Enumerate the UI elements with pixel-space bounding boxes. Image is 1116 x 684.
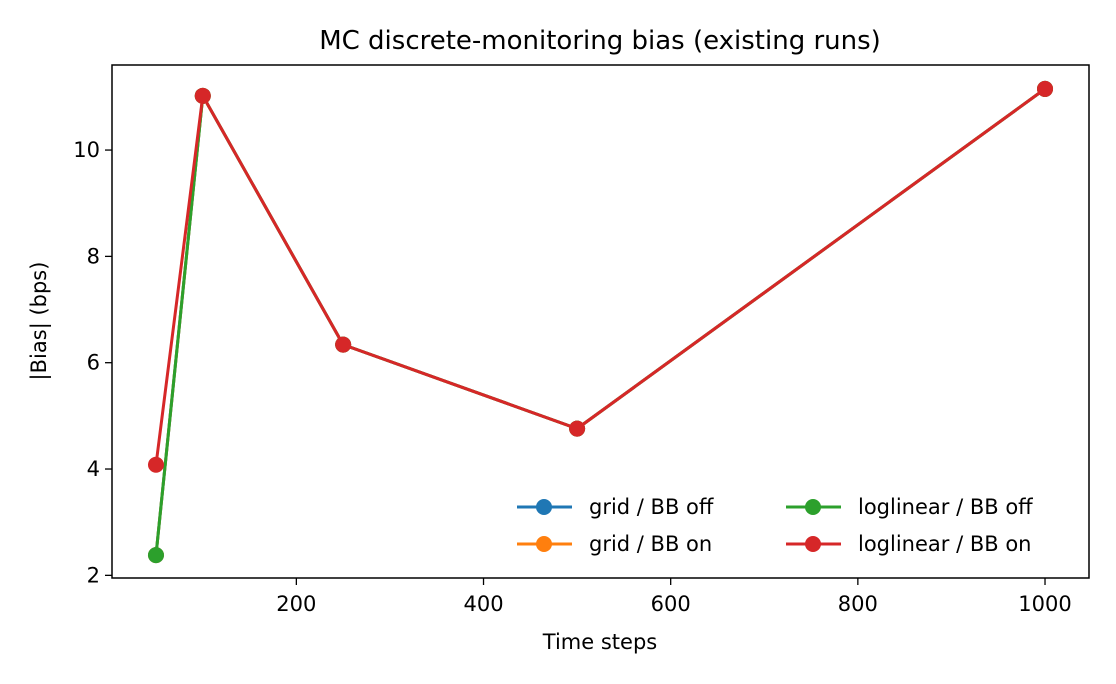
x-axis-label: Time steps — [542, 630, 657, 654]
legend-item: loglinear / BB off — [786, 495, 1033, 519]
legend-label: grid / BB on — [589, 532, 712, 556]
y-tick-label: 6 — [87, 351, 100, 375]
data-point — [569, 420, 586, 437]
legend: grid / BB off grid / BB on loglinear / BB … — [517, 495, 1033, 556]
y-axis-label: |Bias| (bps) — [27, 262, 52, 381]
series-3 — [147, 80, 1054, 473]
y-tick-label: 2 — [87, 563, 100, 587]
y-tick-label: 8 — [87, 244, 100, 268]
legend-item: loglinear / BB on — [786, 532, 1032, 556]
legend-marker — [805, 499, 821, 515]
x-tick-label: 800 — [838, 592, 878, 616]
axis-ticks: 200 400 600 800 1000 2 4 6 8 10 — [73, 138, 1071, 616]
data-point — [1037, 80, 1054, 97]
legend-label: loglinear / BB on — [858, 532, 1032, 556]
legend-marker — [536, 536, 552, 552]
data-point — [335, 336, 352, 353]
legend-item: grid / BB off — [517, 495, 714, 519]
chart-title: MC discrete-monitoring bias (existing ru… — [319, 26, 881, 56]
y-tick-label: 4 — [87, 457, 100, 481]
plot-series — [147, 80, 1054, 564]
x-tick-label: 400 — [463, 592, 503, 616]
data-point — [147, 456, 164, 473]
x-tick-label: 200 — [276, 592, 316, 616]
plot-frame — [111, 64, 1090, 579]
y-tick-label: 10 — [73, 138, 100, 162]
data-point — [147, 547, 164, 564]
legend-item: grid / BB on — [517, 532, 712, 556]
legend-marker — [805, 536, 821, 552]
legend-marker — [536, 499, 552, 515]
x-tick-label: 600 — [651, 592, 691, 616]
legend-label: grid / BB off — [589, 495, 714, 519]
legend-label: loglinear / BB off — [858, 495, 1033, 519]
data-point — [194, 87, 211, 104]
x-tick-label: 1000 — [1018, 592, 1071, 616]
